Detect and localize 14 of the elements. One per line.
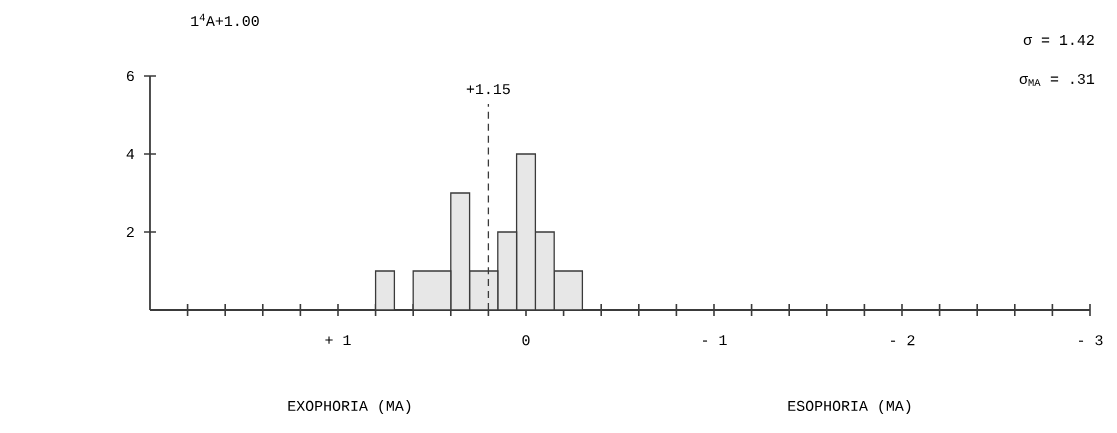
- x-tick-label: - 1: [702, 335, 727, 346]
- x-tick-label: - 2: [890, 335, 915, 346]
- y-tick-label: 2: [126, 227, 134, 237]
- y-tick-label: 4: [126, 149, 135, 159]
- x-tick-label: - 3: [1078, 335, 1103, 346]
- x-axis-title: EXOPHORIA (MA): [288, 400, 411, 414]
- annotation: +1.15: [466, 84, 510, 95]
- annotation: σ$_{MA}$ = .31: [1019, 73, 1095, 87]
- y-tick-label: 6: [126, 70, 134, 82]
- x-tick-label: + 1: [325, 335, 351, 346]
- chart-title: 1$^{4}$A+1.00: [191, 13, 259, 27]
- text: σ = 1.42: [1023, 34, 1094, 46]
- text: ESOPHORIA (MA): [788, 400, 911, 414]
- x-tick-label: 0: [522, 335, 530, 346]
